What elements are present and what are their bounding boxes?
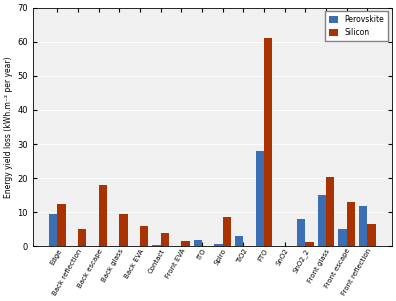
Bar [78, 229, 86, 247]
Bar [235, 235, 243, 247]
Bar [214, 244, 223, 247]
Bar [119, 214, 128, 247]
Bar [223, 217, 231, 247]
Bar [359, 206, 367, 247]
Bar [256, 151, 264, 247]
Bar [326, 176, 334, 247]
Bar [338, 229, 346, 247]
Bar [346, 202, 355, 247]
Bar [49, 214, 57, 247]
Bar [305, 242, 314, 247]
Bar [99, 185, 107, 247]
Legend: Perovskite, Silicon: Perovskite, Silicon [326, 11, 388, 41]
Bar [140, 226, 148, 247]
Bar [152, 245, 161, 247]
Bar [161, 233, 169, 247]
Bar [297, 219, 305, 247]
Bar [264, 38, 272, 247]
Bar [181, 241, 190, 247]
Bar [57, 204, 66, 247]
Y-axis label: Energy yield loss (kWh.m⁻² per year): Energy yield loss (kWh.m⁻² per year) [4, 56, 13, 198]
Bar [367, 224, 375, 247]
Bar [318, 195, 326, 247]
Bar [194, 240, 202, 247]
